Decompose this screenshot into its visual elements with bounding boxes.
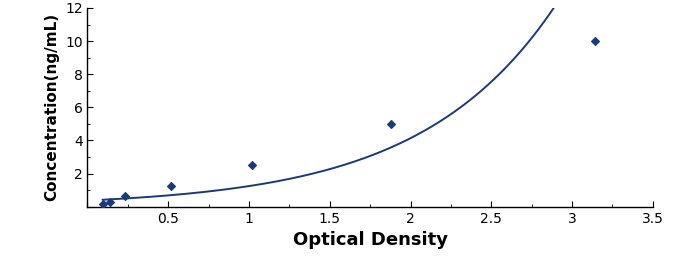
Y-axis label: Concentration(ng/mL): Concentration(ng/mL) <box>44 13 59 201</box>
X-axis label: Optical Density: Optical Density <box>293 231 448 249</box>
